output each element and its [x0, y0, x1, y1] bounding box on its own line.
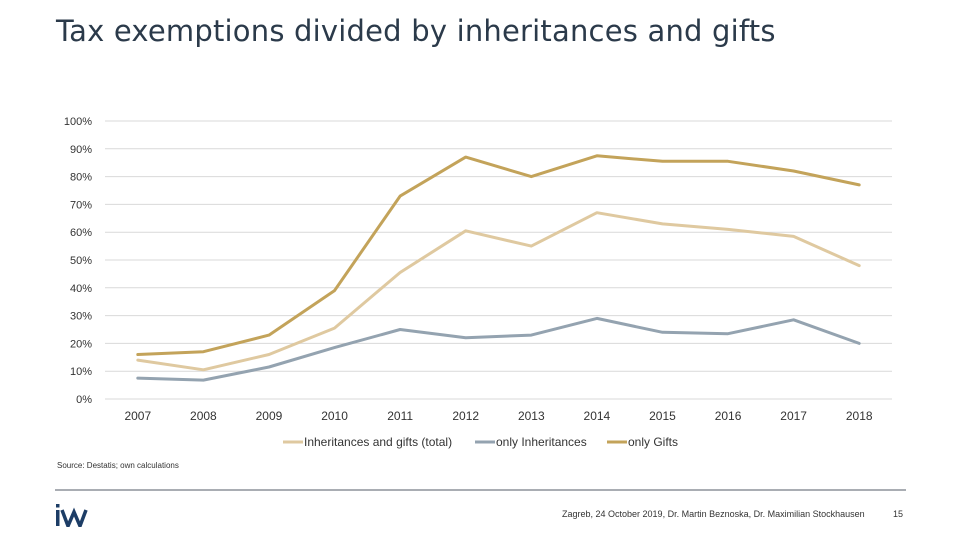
slide-title: Tax exemptions divided by inheritances a…	[56, 14, 776, 48]
grid-lines	[105, 120, 892, 400]
y-axis-ticks: 0% 10% 20% 30% 40% 50% 60% 70% 80% 90% 100%	[64, 116, 92, 406]
iw-logo	[56, 504, 88, 527]
legend-label: only Gifts	[628, 435, 678, 449]
footer-divider	[55, 489, 906, 491]
x-tick-label: 2017	[780, 409, 807, 423]
y-tick-label: 0%	[76, 394, 92, 406]
y-tick-label: 90%	[70, 144, 92, 156]
page-number: 15	[893, 509, 904, 519]
y-tick-label: 10%	[70, 366, 92, 378]
y-tick-label: 20%	[70, 338, 92, 350]
y-tick-label: 100%	[64, 116, 92, 128]
x-tick-label: 2009	[256, 409, 283, 423]
legend-label: only Inheritances	[496, 435, 587, 449]
x-tick-label: 2013	[518, 409, 545, 423]
x-tick-label: 2016	[715, 409, 742, 423]
legend-label: Inheritances and gifts (total)	[304, 435, 452, 449]
x-tick-label: 2018	[846, 409, 873, 423]
series-line-3	[136, 154, 861, 356]
x-tick-label: 2011	[387, 409, 413, 423]
legend: Inheritances and gifts (total) only Inher…	[283, 435, 678, 449]
y-tick-label: 70%	[70, 199, 92, 211]
series-lines	[136, 154, 861, 382]
x-tick-label: 2010	[321, 409, 348, 423]
source-note: Source: Destatis; own calculations	[57, 461, 179, 470]
x-tick-label: 2007	[124, 409, 151, 423]
y-tick-label: 40%	[70, 283, 92, 295]
y-tick-label: 60%	[70, 227, 92, 239]
x-axis-ticks: 2007 2008 2009 2010 2011 2012 2013 2014 2015 2016…	[124, 409, 872, 423]
footer-credit: Zagreb, 24 October 2019, Dr. Martin Bezn…	[562, 509, 865, 519]
x-tick-label: 2015	[649, 409, 676, 423]
series-line-1	[136, 211, 861, 372]
x-tick-label: 2014	[584, 409, 611, 423]
x-tick-label: 2008	[190, 409, 217, 423]
y-tick-label: 30%	[70, 311, 92, 323]
x-tick-label: 2012	[452, 409, 479, 423]
y-tick-label: 80%	[70, 172, 92, 184]
y-tick-label: 50%	[70, 255, 92, 267]
line-chart: 0%10%20%30%40%50%60%70%80%90%100% 2007 20…	[64, 116, 892, 449]
series-line-2	[136, 316, 861, 382]
